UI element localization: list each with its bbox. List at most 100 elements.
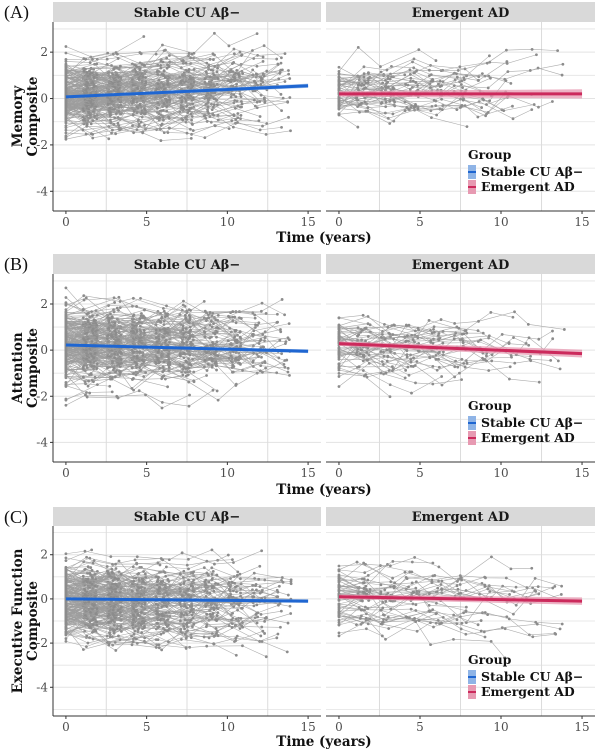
subject-point xyxy=(119,358,123,361)
subject-line xyxy=(65,332,92,343)
subject-point xyxy=(412,66,416,70)
subject-point xyxy=(92,559,96,563)
subject-point xyxy=(236,358,240,362)
subject-line xyxy=(65,368,97,376)
subject-point xyxy=(190,115,194,118)
subject-point xyxy=(527,336,531,340)
subject-point xyxy=(240,54,243,57)
subject-point xyxy=(215,103,219,107)
subject-line xyxy=(338,323,369,329)
subject-point xyxy=(503,77,507,81)
subject-point xyxy=(258,564,262,568)
subject-point xyxy=(255,64,259,68)
subject-point xyxy=(139,96,143,100)
subject-point xyxy=(189,56,193,60)
subject-line xyxy=(65,385,90,394)
subject-point xyxy=(251,332,254,336)
subject-point xyxy=(132,377,135,380)
subject-point xyxy=(154,328,158,332)
subject-point xyxy=(162,69,166,73)
subject-point xyxy=(209,120,213,124)
facet-strip xyxy=(53,254,321,274)
subject-line xyxy=(65,77,88,84)
subject-point xyxy=(239,341,243,345)
subject-point xyxy=(166,131,170,134)
subject-point xyxy=(264,655,268,659)
subject-point xyxy=(86,74,90,78)
subject-point xyxy=(205,612,209,616)
subject-line xyxy=(65,78,279,99)
subject-point xyxy=(360,101,363,105)
subject-point xyxy=(86,320,90,324)
subject-point xyxy=(286,366,290,370)
subject-point xyxy=(159,124,163,127)
subject-point xyxy=(187,362,191,366)
subject-point xyxy=(227,79,230,83)
subject-point xyxy=(386,116,390,120)
fit-line xyxy=(65,84,309,99)
subject-point xyxy=(537,337,541,341)
subject-point xyxy=(251,588,254,592)
facet-strip-label: Stable CU Aβ− xyxy=(134,258,240,273)
subject-point xyxy=(233,106,237,110)
subject-point xyxy=(130,366,134,370)
subject-point xyxy=(455,108,459,111)
subject-point xyxy=(132,110,136,113)
subject-point xyxy=(131,100,135,103)
x-tick-label: 15 xyxy=(574,466,589,480)
subject-point xyxy=(165,98,169,102)
subject-point xyxy=(182,332,186,335)
subject-point xyxy=(64,353,68,356)
subject-point xyxy=(413,329,417,333)
subject-point xyxy=(162,323,166,326)
subject-point xyxy=(87,111,91,115)
x-tick-label: 5 xyxy=(143,215,151,229)
subject-line xyxy=(338,326,359,335)
subject-point xyxy=(530,108,534,112)
subject-point xyxy=(490,353,494,357)
subject-point xyxy=(111,128,114,132)
subject-point xyxy=(232,47,236,51)
subject-point xyxy=(115,306,119,310)
subject-point xyxy=(487,336,491,340)
subject-point xyxy=(477,100,481,103)
subject-point xyxy=(461,86,464,90)
subject-point xyxy=(549,358,553,362)
subject-point xyxy=(409,76,413,80)
subject-point xyxy=(184,61,188,65)
subject-point xyxy=(168,98,172,102)
subject-point xyxy=(161,60,165,64)
subject-point xyxy=(135,555,139,559)
subject-point xyxy=(154,331,158,335)
subject-point xyxy=(287,322,291,326)
subject-point xyxy=(163,327,167,331)
subject-point xyxy=(405,324,409,328)
subject-point xyxy=(64,384,68,388)
y-tick-label: -4 xyxy=(36,184,48,198)
subject-point xyxy=(165,56,169,60)
subject-point xyxy=(185,131,189,135)
subject-point xyxy=(283,80,287,83)
subject-point xyxy=(133,67,137,71)
subject-point xyxy=(138,68,142,71)
subject-point xyxy=(212,113,216,117)
subject-point xyxy=(364,109,368,113)
subject-point xyxy=(230,119,234,123)
subject-point xyxy=(163,87,167,90)
subject-point xyxy=(211,343,215,346)
subject-point xyxy=(189,363,193,367)
subject-point xyxy=(81,367,85,370)
subject-line xyxy=(65,54,234,85)
subject-point xyxy=(337,112,341,116)
y-axis-title-line: Attention xyxy=(10,332,26,404)
subject-point xyxy=(212,58,215,61)
subject-point xyxy=(187,380,191,384)
subject-point xyxy=(137,389,141,393)
subject-line xyxy=(65,113,289,135)
subject-point xyxy=(138,366,141,369)
subject-point xyxy=(432,98,436,102)
subject-point xyxy=(236,120,239,124)
